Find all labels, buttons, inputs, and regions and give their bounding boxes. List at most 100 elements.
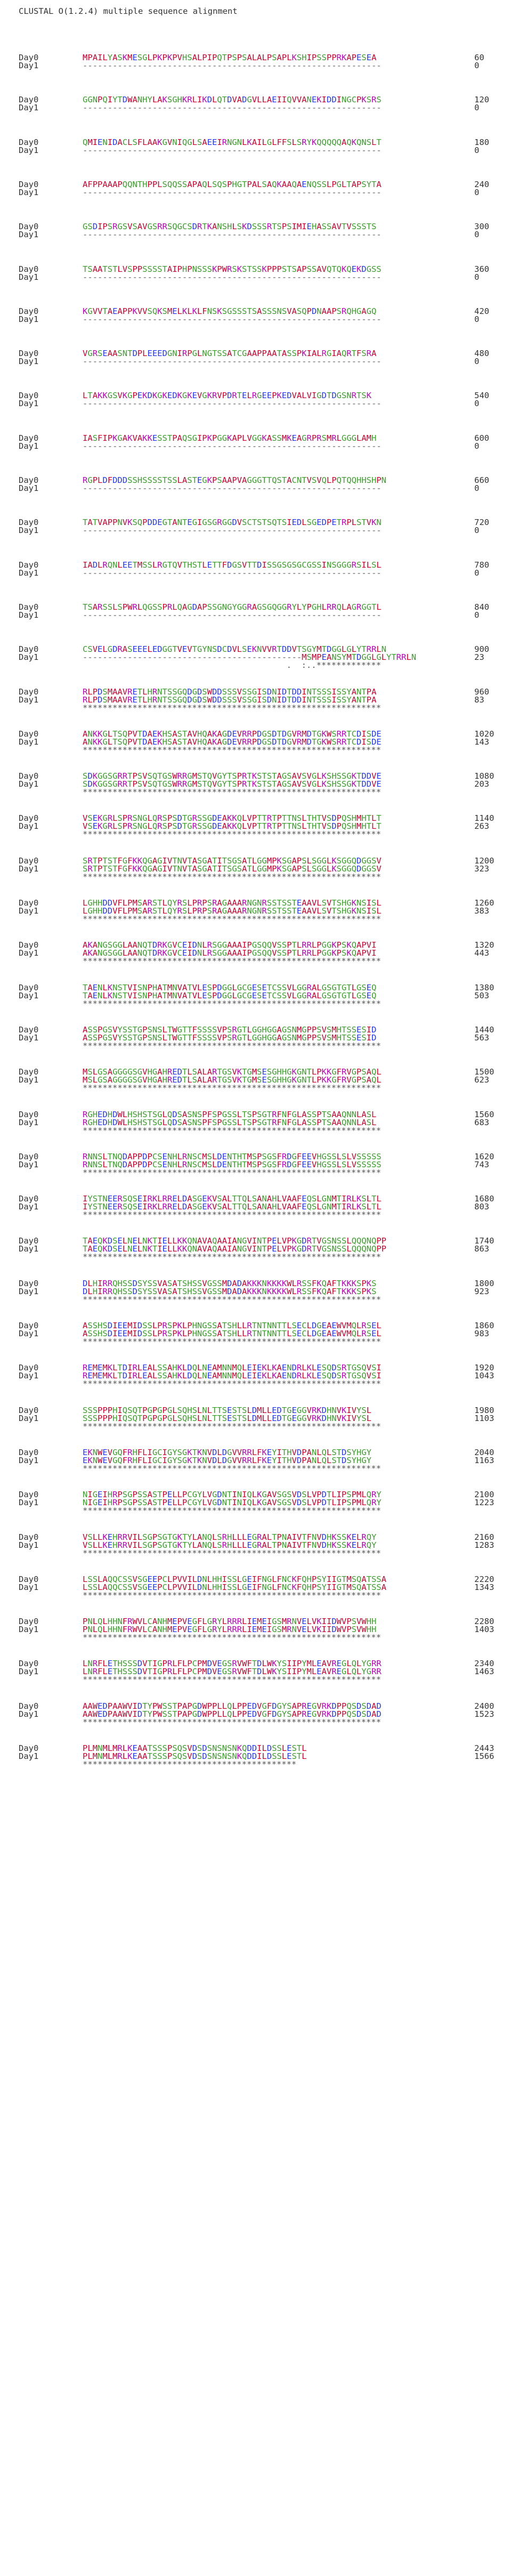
- sequence-row: Day0 RLPDSMAAVRETLHRNTSSGQDGDSWDDSSSVSSGI…: [0, 687, 518, 697]
- sequence-name: Day1: [19, 1371, 39, 1381]
- sequence-row: Day0 CSVELGDRASEEELEDGGTVEVTGYNSDCDVLSEKN…: [0, 644, 518, 655]
- sequence-residues: ----------------------------------------…: [83, 610, 382, 620]
- sequence-row: Day1 AAWEDPAAWVIDTYPWSSTPAPGDWPPLLQLPPEDV…: [0, 1709, 518, 1719]
- sequence-residues: AAWEDPAAWVIDTYPWSSTPAPGDWPPLLQLPPEDVGFDG…: [83, 1709, 382, 1719]
- sequence-residues: ANKKGLTSQPVTDAEKHSASTAVHQAKAGDEVRRPDGSDT…: [83, 737, 382, 747]
- sequence-row: Day1 RLPDSMAAVRETLHRNTSSGQDGDSWDDSSSVSSGI…: [0, 695, 518, 705]
- sequence-name: Day0: [19, 222, 39, 232]
- sequence-name: Day0: [19, 602, 39, 612]
- residue-count: 660: [474, 475, 489, 485]
- residue-count: 1320: [474, 940, 495, 950]
- sequence-row: Day1 LGHHDDVFLPMSARSTLQYRSLPRPSRAGAAARNGN…: [0, 906, 518, 916]
- sequence-residues: TSARSSLSPWRLQGSSPRLQAGDAPSSGNGYGGRAGSGQG…: [83, 602, 382, 612]
- residue-count: 1860: [474, 1321, 495, 1330]
- sequence-name: Day0: [19, 1617, 39, 1627]
- sequence-residues: ----------------------------------------…: [83, 314, 382, 324]
- residue-count: 0: [474, 441, 480, 451]
- conservation-marks: ****************************************…: [83, 1083, 381, 1093]
- sequence-row: Day0 SSSPPPHIQSQTPGPGPGLSQHSLNLTTSESTSLDM…: [0, 1405, 518, 1416]
- sequence-name: Day0: [19, 813, 39, 823]
- residue-count: 323: [474, 863, 489, 874]
- sequence-row: Day0 TAENLKNSTVISNPHATMNVATVLESPDGGLGCGES…: [0, 982, 518, 993]
- residue-count: 1020: [474, 729, 495, 739]
- sequence-name: Day1: [19, 187, 39, 197]
- sequence-row: Day0 MPAILYASKMESGLPKPKPVHSALPIPQTPSPSALA…: [0, 52, 518, 63]
- sequence-residues: ----------------------------------------…: [83, 103, 382, 113]
- sequence-residues: EKNWEVGQFRHFLIGCIGYSGKTKNVDLDGVVRRLFKEYI…: [83, 1455, 371, 1465]
- sequence-residues: ASSHSDIEEMIDSSLPRSPKLPHNGSSATSHLLRTNTNNT…: [83, 1321, 382, 1330]
- sequence-name: Day0: [19, 1321, 39, 1330]
- sequence-name: Day1: [19, 1413, 39, 1423]
- residue-count: 1200: [474, 855, 495, 866]
- conservation-line: ****************************************…: [0, 1083, 518, 1093]
- sequence-name: Day1: [19, 1751, 39, 1761]
- sequence-residues: KGVVTAEAPPKVVSQKSMELKLKLFNSKSGSSSTSASSSN…: [83, 306, 377, 316]
- sequence-row: Day0 AKANGSGGLAANQTDRKGVCEIDNLRSGGAAAIPGS…: [0, 940, 518, 950]
- sequence-residues: ----------------------------------------…: [83, 568, 382, 578]
- sequence-name: Day0: [19, 644, 39, 655]
- conservation-marks: ****************************************…: [83, 1210, 381, 1220]
- sequence-row: Day0 PNLQLHHNFRWVLCANHMEPVEGFLGRYLRRRLIEM…: [0, 1616, 518, 1627]
- conservation-marks: ****************************************…: [83, 871, 381, 882]
- sequence-row: Day0 TSAATSTLVSPPSSSSTAIPHPNSSSKPWRSKSTSS…: [0, 264, 518, 274]
- conservation-line: ****************************************…: [0, 745, 518, 755]
- sequence-residues: RGHEDHDWLHSHSTSGLQDSASNSPFSPGSSLTSPSGTRF…: [83, 1109, 377, 1119]
- sequence-row: Day0 AAWEDPAAWVIDTYPWSSTPAPGDWPPLLQLPPEDV…: [0, 1701, 518, 1711]
- conservation-marks: ****************************************…: [83, 1421, 381, 1431]
- sequence-residues: GSDIPSRGSVSAVGSRRSQGCSDRTKANSHLSKDSSSRTS…: [83, 222, 377, 232]
- sequence-residues: ASSPGSVYSSTGPSNSLTWGTTFSSSSVPSRGTLGGHGGA…: [83, 1024, 377, 1035]
- sequence-name: Day0: [19, 1194, 39, 1204]
- residue-count: 180: [474, 137, 489, 147]
- sequence-name: Day0: [19, 95, 39, 105]
- sequence-residues: IYSTNEERSQSEIRKLRRELDASGEKVSALTTQLSANAHL…: [83, 1194, 382, 1204]
- conservation-line: ****************************************…: [0, 1590, 518, 1601]
- sequence-name: Day1: [19, 1540, 39, 1550]
- sequence-residues: ----------------------------------------…: [83, 272, 382, 282]
- sequence-residues: MSLGSAGGGGSGVHGAHREDTLSALARTGSVKTGMSESGH…: [83, 1075, 382, 1085]
- residue-count: 300: [474, 222, 489, 232]
- sequence-name: Day1: [19, 1159, 39, 1169]
- sequence-row: Day1 TAEQKDSELNELNKTIELLKKQNAVAQAAIANGVIN…: [0, 1243, 518, 1254]
- sequence-row: Day1 MSLGSAGGGGSGVHGAHREDTLSALARTGSVKTGMS…: [0, 1075, 518, 1085]
- sequence-residues: ASSHSDIEEMIDSSLPRSPKLPHNGSSATSHLLRTNTNNT…: [83, 1329, 382, 1338]
- conservation-marks: ****************************************…: [83, 998, 381, 1008]
- sequence-residues: PLMNMLMRLKEAATSSSPSQSVDSDSNSNSNKQDDILDSS…: [83, 1743, 307, 1753]
- sequence-row: Day1 ------------------------------------…: [0, 652, 518, 663]
- sequence-row: Day0 ANKKGLTSQPVTDAEKHSASTAVHQAKAGDEVRRPD…: [0, 729, 518, 739]
- sequence-row: Day1 SDKGGSGRRTPSVSQTGSWRRGMSTQVGYTSPRTKS…: [0, 779, 518, 789]
- residue-count: 1523: [474, 1709, 495, 1719]
- sequence-name: Day1: [19, 61, 39, 70]
- residue-count: 0: [474, 61, 480, 70]
- residue-count: 2220: [474, 1574, 495, 1584]
- sequence-name: Day0: [19, 940, 39, 950]
- conservation-line: [0, 280, 518, 290]
- conservation-line: ****************************************…: [0, 914, 518, 924]
- sequence-residues: ----------------------------------------…: [83, 526, 382, 536]
- sequence-name: Day1: [19, 568, 39, 578]
- residue-count: 780: [474, 560, 489, 570]
- sequence-row: Day1 ------------------------------------…: [0, 610, 518, 620]
- sequence-residues: RNNSLTNQDAPPDPCSENHLRNSCMSLDENTHTMSPSGSF…: [83, 1151, 382, 1161]
- residue-count: 1980: [474, 1405, 495, 1415]
- conservation-marks: ****************************************…: [83, 1675, 381, 1685]
- sequence-name: Day1: [19, 1709, 39, 1719]
- conservation-line: ****************************************…: [0, 829, 518, 839]
- sequence-name: Day1: [19, 357, 39, 367]
- sequence-row: Day0 GGNPQIYTDWANHYLAKSGHKRLIKDLQTDVADGVL…: [0, 94, 518, 105]
- sequence-residues: REMEMKLTDIRLEALSSAHKLDQLNEAMNNMQLEIEKLKA…: [83, 1363, 382, 1373]
- sequence-row: Day0 ASSHSDIEEMIDSSLPRSPKLPHNGSSATSHLLRTN…: [0, 1320, 518, 1331]
- sequence-name: Day1: [19, 1202, 39, 1212]
- conservation-marks: ****************************************…: [83, 1590, 381, 1600]
- sequence-residues: LGHHDDVFLPMSARSTLQYRSLPRPSRAGAAARNGNRSST…: [83, 898, 382, 908]
- conservation-line: ****************************************…: [0, 871, 518, 882]
- sequence-residues: DLHIRRQHSSDSYSSVASATSHSSVGSSMDADAKKKNKKK…: [83, 1286, 377, 1296]
- sequence-name: Day0: [19, 306, 39, 316]
- sequence-residues: DLHIRRQHSSDSYSSVASATSHSSVGSSMDADAKKKNKKK…: [83, 1278, 377, 1288]
- sequence-residues: AFPPAAAPQQNTHPPLSQQSSAPAQLSQSPHGTPALSAQK…: [83, 179, 382, 189]
- sequence-residues: TAENLKNSTVISNPHATMNVATVLESPDGGLGCGESETCS…: [83, 982, 377, 992]
- residue-count: 240: [474, 179, 489, 189]
- conservation-line: [0, 533, 518, 544]
- sequence-name: Day0: [19, 855, 39, 866]
- conservation-marks: ****************************************…: [83, 1040, 381, 1051]
- sequence-residues: RGHEDHDWLHSHSTSGLQDSASNSPFSPGSSLTSPSGTRF…: [83, 1117, 377, 1127]
